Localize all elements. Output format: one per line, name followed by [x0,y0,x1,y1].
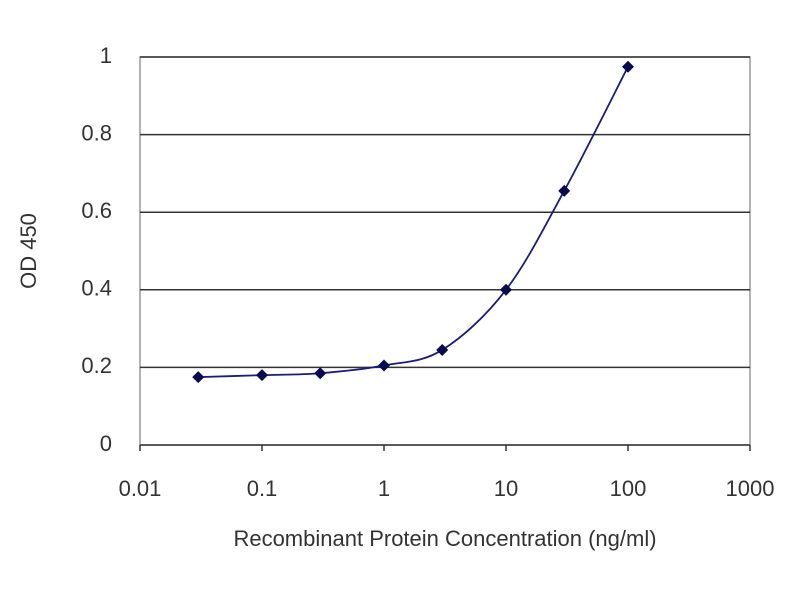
x-axis-label: Recombinant Protein Concentration (ng/ml… [233,526,656,551]
y-tick-label: 0.8 [81,120,112,145]
x-tick-label: 0.1 [247,476,278,501]
x-tick-label: 100 [610,476,647,501]
y-tick-label: 0 [100,431,112,456]
y-tick-label: 0.4 [81,276,112,301]
x-tick-label: 0.01 [119,476,162,501]
data-point [314,367,327,380]
y-tick-label: 0.6 [81,198,112,223]
plot-frame [139,56,751,446]
y-axis-label: OD 450 [16,213,41,289]
y-tick-label: 0.2 [81,353,112,378]
data-point [436,343,449,356]
data-point [256,369,268,382]
x-tick-label: 1000 [726,476,775,501]
y-tick-label: 1 [100,43,112,68]
data-point [192,371,205,384]
data-point [622,60,634,73]
x-tick-label: 1 [378,476,390,501]
x-tick-label: 10 [494,476,518,501]
data-point [500,283,512,296]
data-point [378,359,390,372]
data-point [558,184,571,197]
